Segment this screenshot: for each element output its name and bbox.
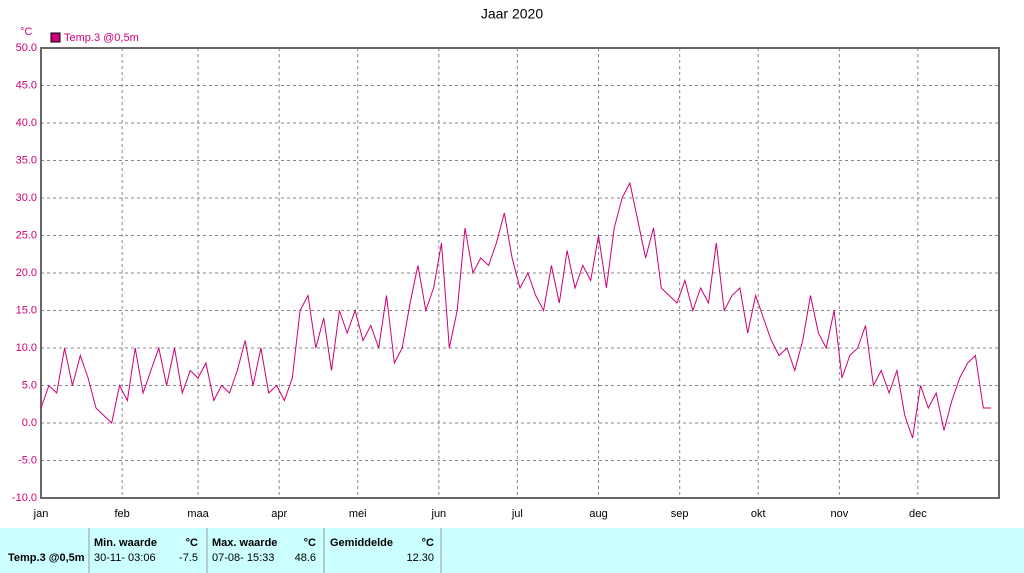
plot-frame	[40, 47, 1000, 499]
legend-label: Temp.3 @0,5m	[64, 32, 139, 44]
y-tick-label: 15.0	[16, 304, 37, 316]
x-tick-label: sep	[671, 508, 689, 520]
cell: 48.6	[295, 552, 316, 564]
y-tick-label: 30.0	[16, 192, 37, 204]
chart-title: Jaar 2020	[481, 6, 543, 22]
header: Gemiddelde	[330, 537, 393, 549]
x-tick-label: dec	[909, 508, 927, 520]
y-unit: °C	[20, 26, 32, 38]
header: Min. waarde	[94, 537, 157, 549]
y-tick-label: 5.0	[22, 379, 37, 391]
cell: 12.30	[406, 552, 434, 564]
y-tick-label: -10.0	[12, 492, 37, 504]
x-tick-label: nov	[830, 508, 848, 520]
y-tick-label: 35.0	[16, 154, 37, 166]
cell: 07-08- 15:33	[212, 552, 274, 564]
row-label: Temp.3 @0,5m	[8, 552, 85, 564]
x-tick-label: feb	[114, 508, 129, 520]
y-tick-label: 10.0	[16, 342, 37, 354]
cell: -7.5	[179, 552, 198, 564]
x-tick-label: maa	[187, 508, 209, 520]
table-bg	[0, 528, 1024, 573]
x-tick-label: jun	[431, 508, 447, 520]
x-tick-label: jan	[33, 508, 49, 520]
y-tick-label: 50.0	[16, 42, 37, 54]
header: Max. waarde	[212, 537, 277, 549]
unit: °C	[304, 537, 316, 549]
unit: °C	[186, 537, 198, 549]
unit: °C	[422, 537, 434, 549]
y-tick-label: 45.0	[16, 79, 37, 91]
y-tick-label: 0.0	[22, 417, 37, 429]
x-tick-label: apr	[271, 508, 287, 520]
y-tick-label: -5.0	[18, 454, 37, 466]
data-line	[40, 181, 992, 439]
y-tick-label: 25.0	[16, 229, 37, 241]
y-tick-label: 20.0	[16, 267, 37, 279]
x-tick-label: aug	[589, 508, 607, 520]
cell: 30-11- 03:06	[94, 552, 156, 564]
x-tick-label: mei	[349, 508, 367, 520]
legend-swatch	[50, 32, 61, 43]
y-tick-label: 40.0	[16, 117, 37, 129]
x-tick-label: okt	[751, 508, 766, 520]
summary-table: Temp.3 @0,5m Min. waarde °C 30-11- 03:06…	[0, 528, 1024, 573]
x-tick-label: jul	[511, 508, 523, 520]
